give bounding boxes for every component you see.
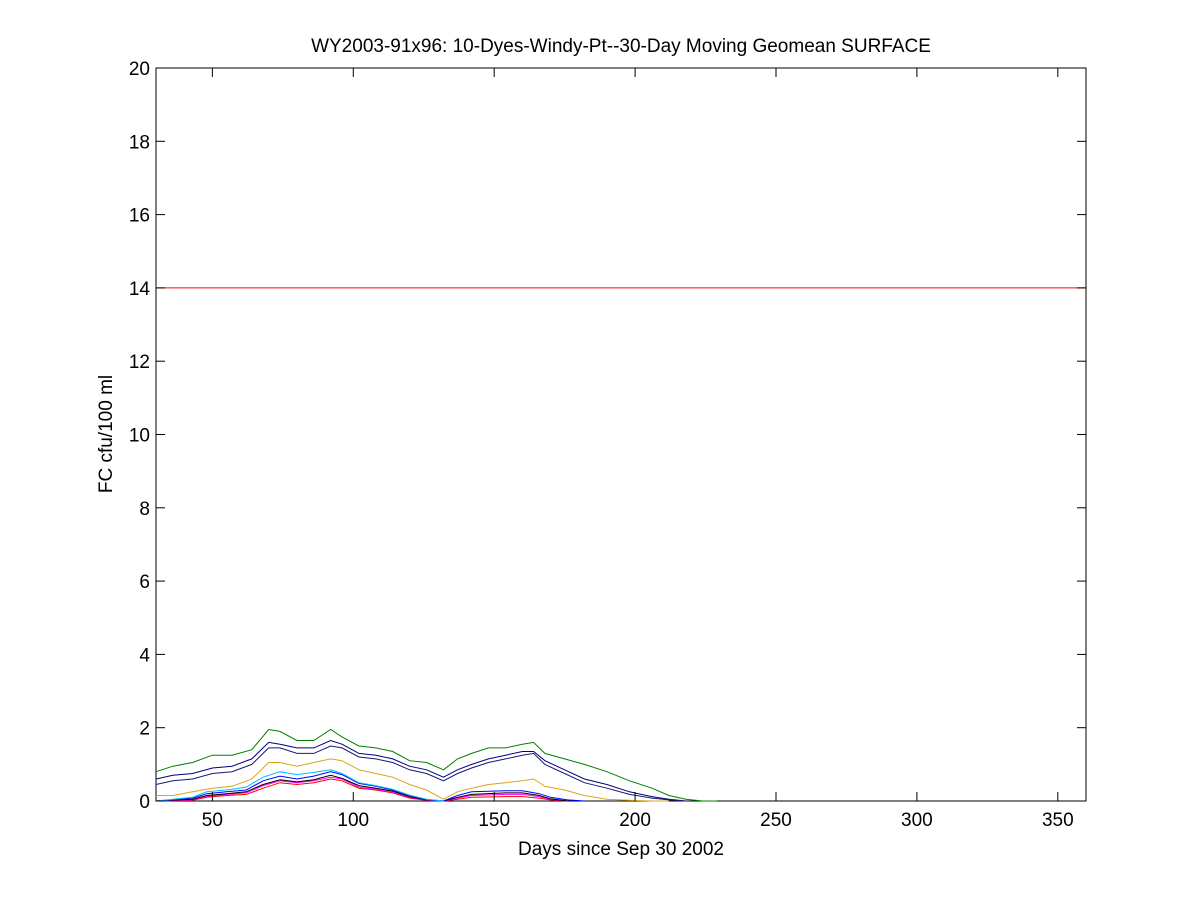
series-line-9: [156, 758, 669, 802]
plot-area: [155, 67, 1087, 802]
series-line-4: [155, 778, 568, 802]
series-line-6: [155, 774, 568, 802]
series-layer: [155, 728, 717, 802]
chart-title: WY2003-91x96: 10-Dyes-Windy-Pt--30-Day M…: [311, 36, 931, 57]
x-axis-label: Days since Sep 30 2002: [518, 839, 724, 860]
y-tick-label: 6: [139, 572, 150, 593]
y-tick-label: 4: [139, 645, 150, 666]
x-tick-label: 150: [478, 810, 510, 831]
y-tick-label: 10: [129, 426, 150, 447]
y-tick-label: 18: [129, 132, 150, 153]
x-tick-label: 350: [1042, 810, 1074, 831]
y-tick-label: 14: [129, 279, 151, 300]
series-line-7: [155, 771, 585, 802]
series-line-1: [155, 728, 717, 802]
y-tick-label: 8: [139, 499, 150, 520]
x-tick-label: 300: [901, 810, 933, 831]
x-tick-label: 250: [760, 810, 792, 831]
tick-layer: 50 100 150 200 250 300 350 0 2 4 6 8 10 12 14 16 18 20: [129, 59, 1086, 831]
y-tick-label: 0: [139, 792, 150, 813]
series-line-8: [155, 769, 444, 802]
x-tick-label: 200: [619, 810, 651, 831]
series-line-2: [155, 739, 686, 802]
series-line-5: [155, 776, 568, 802]
series-line-3: [155, 745, 686, 802]
y-tick-label: 2: [139, 719, 150, 740]
x-tick-label: 50: [202, 810, 223, 831]
x-tick-label: 100: [337, 810, 369, 831]
y-tick-label: 20: [129, 59, 150, 80]
y-axis-label: FC cfu/100 ml: [96, 375, 117, 493]
y-tick-label: 12: [129, 352, 150, 373]
y-tick-label: 16: [129, 206, 150, 227]
